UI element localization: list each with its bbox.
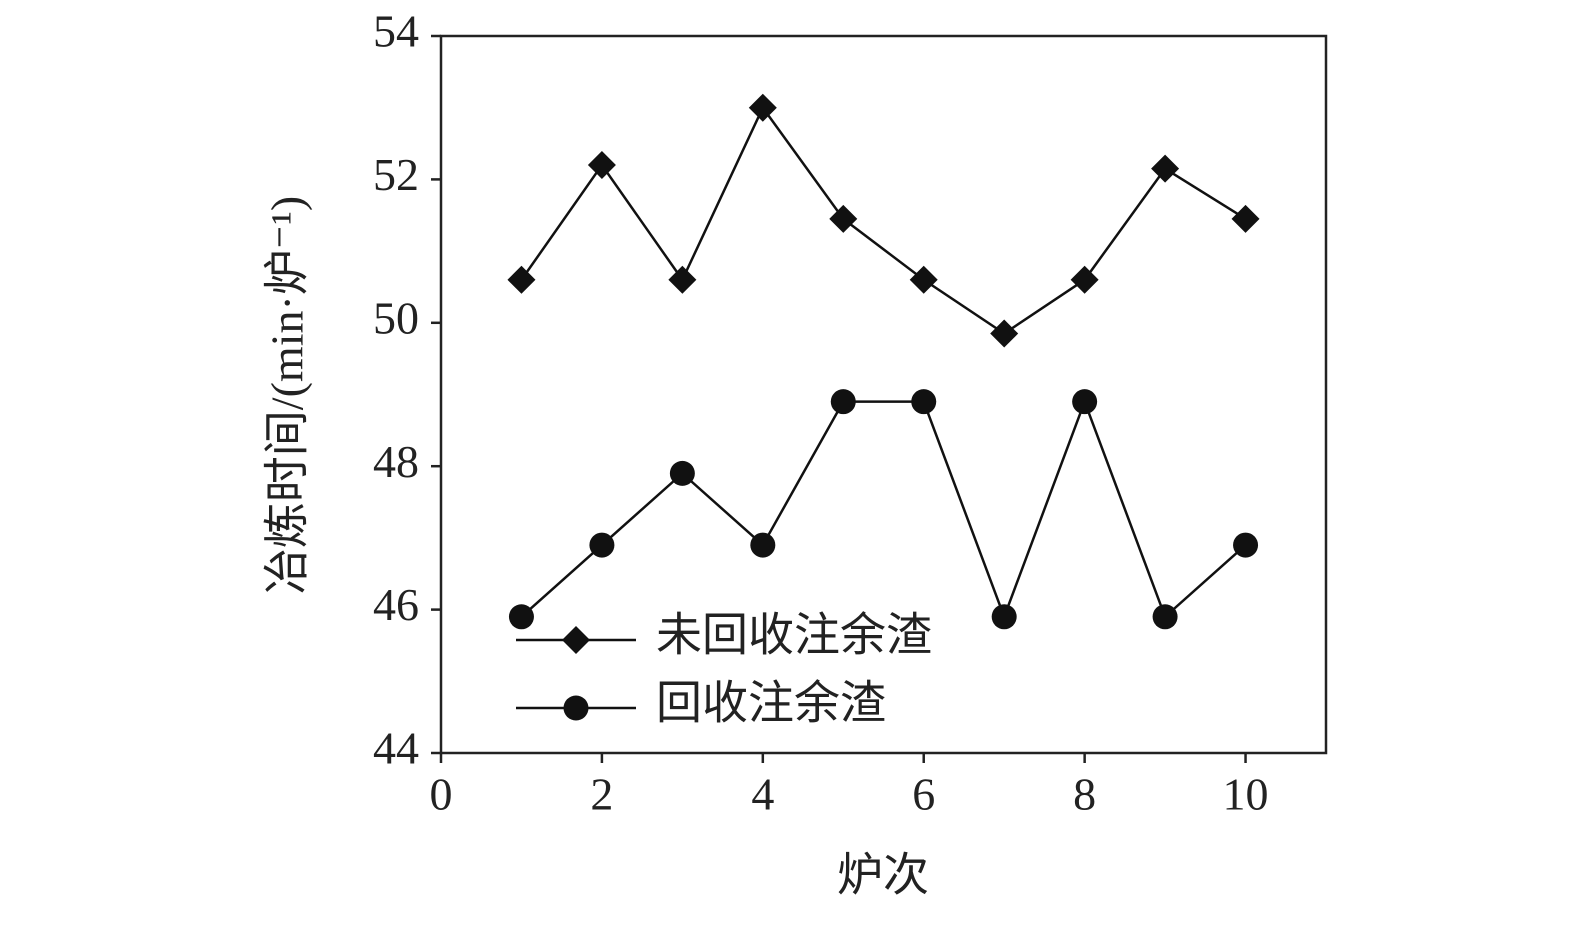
y-tick-label: 44 — [373, 723, 419, 774]
y-tick-label: 54 — [373, 6, 419, 57]
circle-marker — [911, 389, 937, 415]
diamond-marker — [1231, 204, 1260, 233]
y-tick-label: 50 — [373, 292, 419, 343]
diamond-marker — [990, 319, 1019, 348]
y-tick-label: 46 — [373, 579, 419, 630]
x-tick-label: 10 — [1223, 769, 1269, 820]
diamond-marker — [507, 265, 536, 294]
diamond-marker — [1070, 265, 1099, 294]
diamond-marker — [748, 93, 777, 122]
circle-marker — [991, 604, 1017, 630]
circle-marker — [563, 695, 589, 721]
series-line — [520, 398, 1247, 621]
y-axis-label: 冶炼时间/(min·炉⁻¹) — [262, 196, 313, 594]
diamond-marker — [562, 626, 590, 654]
x-tick-label: 8 — [1073, 769, 1096, 820]
diamond-marker — [1151, 154, 1180, 183]
y-tick-label: 48 — [373, 436, 419, 487]
series-line — [520, 105, 1247, 336]
y-tick-label: 52 — [373, 149, 419, 200]
diamond-marker — [668, 265, 697, 294]
circle-marker — [669, 460, 695, 486]
circle-marker — [1233, 532, 1259, 558]
legend-label: 回收注余渣 — [656, 678, 886, 729]
diamond-marker — [587, 151, 616, 180]
circle-marker — [830, 389, 856, 415]
x-tick-label: 6 — [912, 769, 935, 820]
x-tick-label: 4 — [751, 769, 774, 820]
circle-marker — [1152, 604, 1178, 630]
circle-marker — [508, 604, 534, 630]
legend-label: 未回收注余渣 — [656, 610, 932, 661]
x-tick-label: 2 — [590, 769, 613, 820]
x-tick-label: 0 — [430, 769, 453, 820]
plot-frame — [439, 34, 1328, 755]
circle-marker — [589, 532, 615, 558]
diamond-marker — [909, 265, 938, 294]
diamond-marker — [829, 204, 858, 233]
circle-marker — [750, 532, 776, 558]
x-axis-label: 炉次 — [837, 850, 929, 901]
circle-marker — [1072, 389, 1098, 415]
